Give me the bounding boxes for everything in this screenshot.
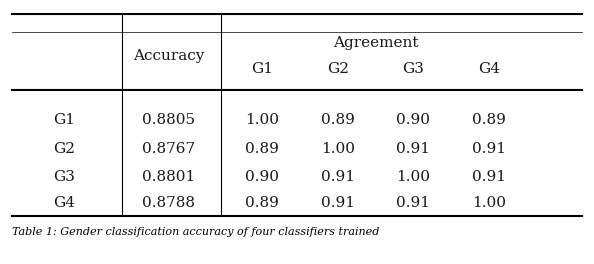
Text: 0.89: 0.89	[245, 196, 279, 210]
Text: G2: G2	[327, 62, 349, 76]
Text: 0.91: 0.91	[321, 170, 355, 184]
Text: G4: G4	[53, 196, 75, 210]
Text: 1.00: 1.00	[321, 142, 355, 156]
Text: 0.91: 0.91	[321, 196, 355, 210]
Text: 0.8788: 0.8788	[143, 196, 195, 210]
Text: 0.91: 0.91	[472, 170, 506, 184]
Text: 0.8801: 0.8801	[143, 170, 195, 184]
Text: Accuracy: Accuracy	[133, 49, 204, 63]
Text: 0.89: 0.89	[472, 114, 506, 128]
Text: G3: G3	[403, 62, 424, 76]
Text: 0.8767: 0.8767	[143, 142, 195, 156]
Text: 0.8805: 0.8805	[143, 114, 195, 128]
Text: 1.00: 1.00	[245, 114, 279, 128]
Text: G3: G3	[53, 170, 75, 184]
Text: 1.00: 1.00	[396, 170, 431, 184]
Text: 0.89: 0.89	[321, 114, 355, 128]
Text: 0.90: 0.90	[396, 114, 431, 128]
Text: 0.91: 0.91	[396, 142, 431, 156]
Text: G4: G4	[478, 62, 500, 76]
Text: 0.91: 0.91	[396, 196, 431, 210]
Text: G1: G1	[251, 62, 273, 76]
Text: Agreement: Agreement	[333, 36, 418, 50]
Text: Table 1: Gender classification accuracy of four classifiers trained: Table 1: Gender classification accuracy …	[12, 227, 379, 237]
Text: 1.00: 1.00	[472, 196, 506, 210]
Text: G1: G1	[53, 114, 75, 128]
Text: 0.89: 0.89	[245, 142, 279, 156]
Text: 0.90: 0.90	[245, 170, 279, 184]
Text: G2: G2	[53, 142, 75, 156]
Text: 0.91: 0.91	[472, 142, 506, 156]
